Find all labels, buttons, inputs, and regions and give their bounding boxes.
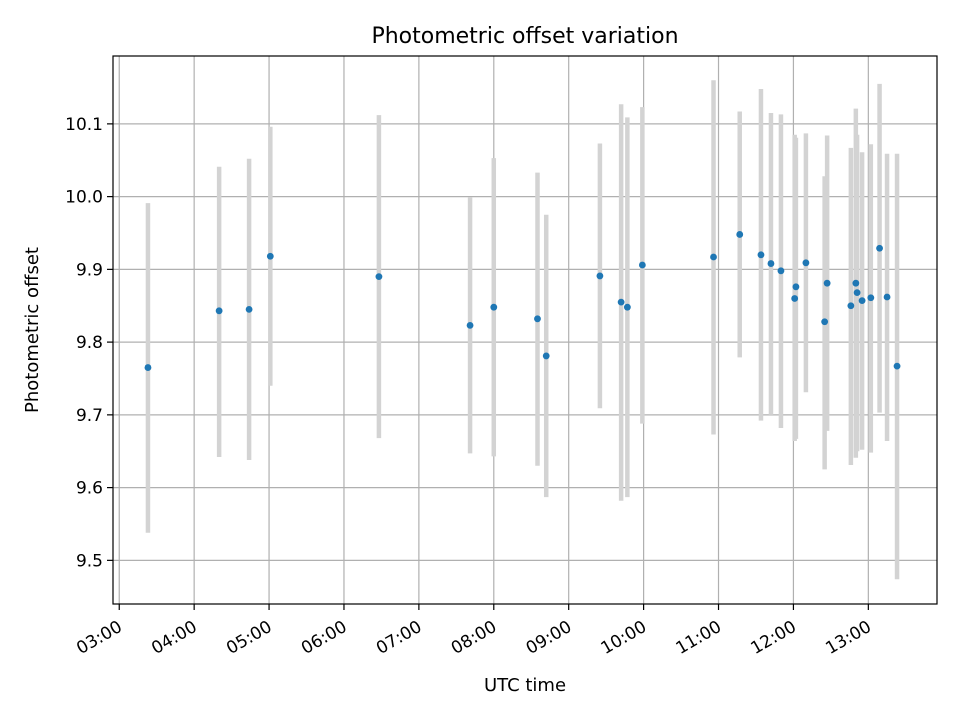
- x-tick-label: 09:00: [523, 617, 575, 659]
- data-point: [266, 252, 274, 260]
- x-tick-label: 04:00: [148, 617, 200, 659]
- data-point: [858, 297, 866, 305]
- data-point: [466, 321, 474, 329]
- data-point: [876, 244, 883, 252]
- y-tick-label: 9.6: [76, 479, 103, 499]
- data-point: [375, 273, 383, 281]
- data-point: [638, 261, 646, 269]
- data-point: [852, 279, 860, 287]
- x-tick-label: 08:00: [448, 617, 500, 659]
- y-tick-label: 9.7: [76, 406, 103, 426]
- error-bars: [145, 80, 900, 580]
- data-point: [245, 305, 253, 313]
- data-point: [542, 352, 550, 360]
- x-tick-label: 05:00: [223, 617, 275, 659]
- data-point: [802, 259, 810, 267]
- y-grid: [113, 123, 937, 561]
- x-tick-label: 11:00: [673, 617, 725, 659]
- data-point: [623, 303, 631, 311]
- data-point: [883, 293, 891, 301]
- x-tick-label: 13:00: [822, 617, 874, 659]
- data-point: [757, 251, 765, 259]
- data-point: [777, 267, 785, 275]
- data-point: [490, 303, 498, 311]
- data-point: [823, 279, 831, 287]
- data-point: [792, 283, 800, 291]
- x-tick-label: 06:00: [298, 617, 350, 659]
- plot-frame: [112, 55, 938, 605]
- x-tick-label: 10:00: [598, 617, 650, 659]
- x-axis-label: UTC time: [484, 675, 566, 696]
- x-tick-label: 07:00: [373, 617, 425, 659]
- chart-title: Photometric offset variation: [371, 24, 678, 49]
- data-point: [710, 253, 717, 261]
- data-point: [736, 231, 744, 238]
- data-point: [617, 298, 625, 306]
- data-point: [893, 362, 901, 370]
- y-tick-label: 9.5: [76, 551, 103, 571]
- data-point: [867, 294, 875, 302]
- y-tick-label: 10.1: [65, 115, 103, 135]
- x-tick-label: 12:00: [747, 617, 799, 659]
- data-point: [767, 260, 775, 267]
- data-points: [144, 231, 901, 371]
- x-axis-ticks: 03:00 04:00 05:00 06:00 07:00 08:00 09:00 10:00…: [73, 604, 875, 659]
- data-point: [144, 364, 152, 371]
- x-tick-label: 03:00: [73, 617, 125, 659]
- data-point: [853, 289, 861, 297]
- y-tick-label: 10.0: [65, 188, 103, 208]
- data-point: [791, 295, 799, 302]
- y-axis-label: Photometric offset: [22, 247, 43, 413]
- data-point: [596, 272, 604, 280]
- data-point: [534, 315, 541, 323]
- y-axis-ticks: 9.5 9.6 9.7 9.8 9.9 10.0 10.1: [65, 115, 113, 571]
- data-point: [847, 302, 855, 310]
- y-tick-label: 9.9: [76, 260, 103, 280]
- data-point: [215, 307, 223, 315]
- y-tick-label: 9.8: [76, 333, 103, 353]
- data-point: [821, 318, 829, 326]
